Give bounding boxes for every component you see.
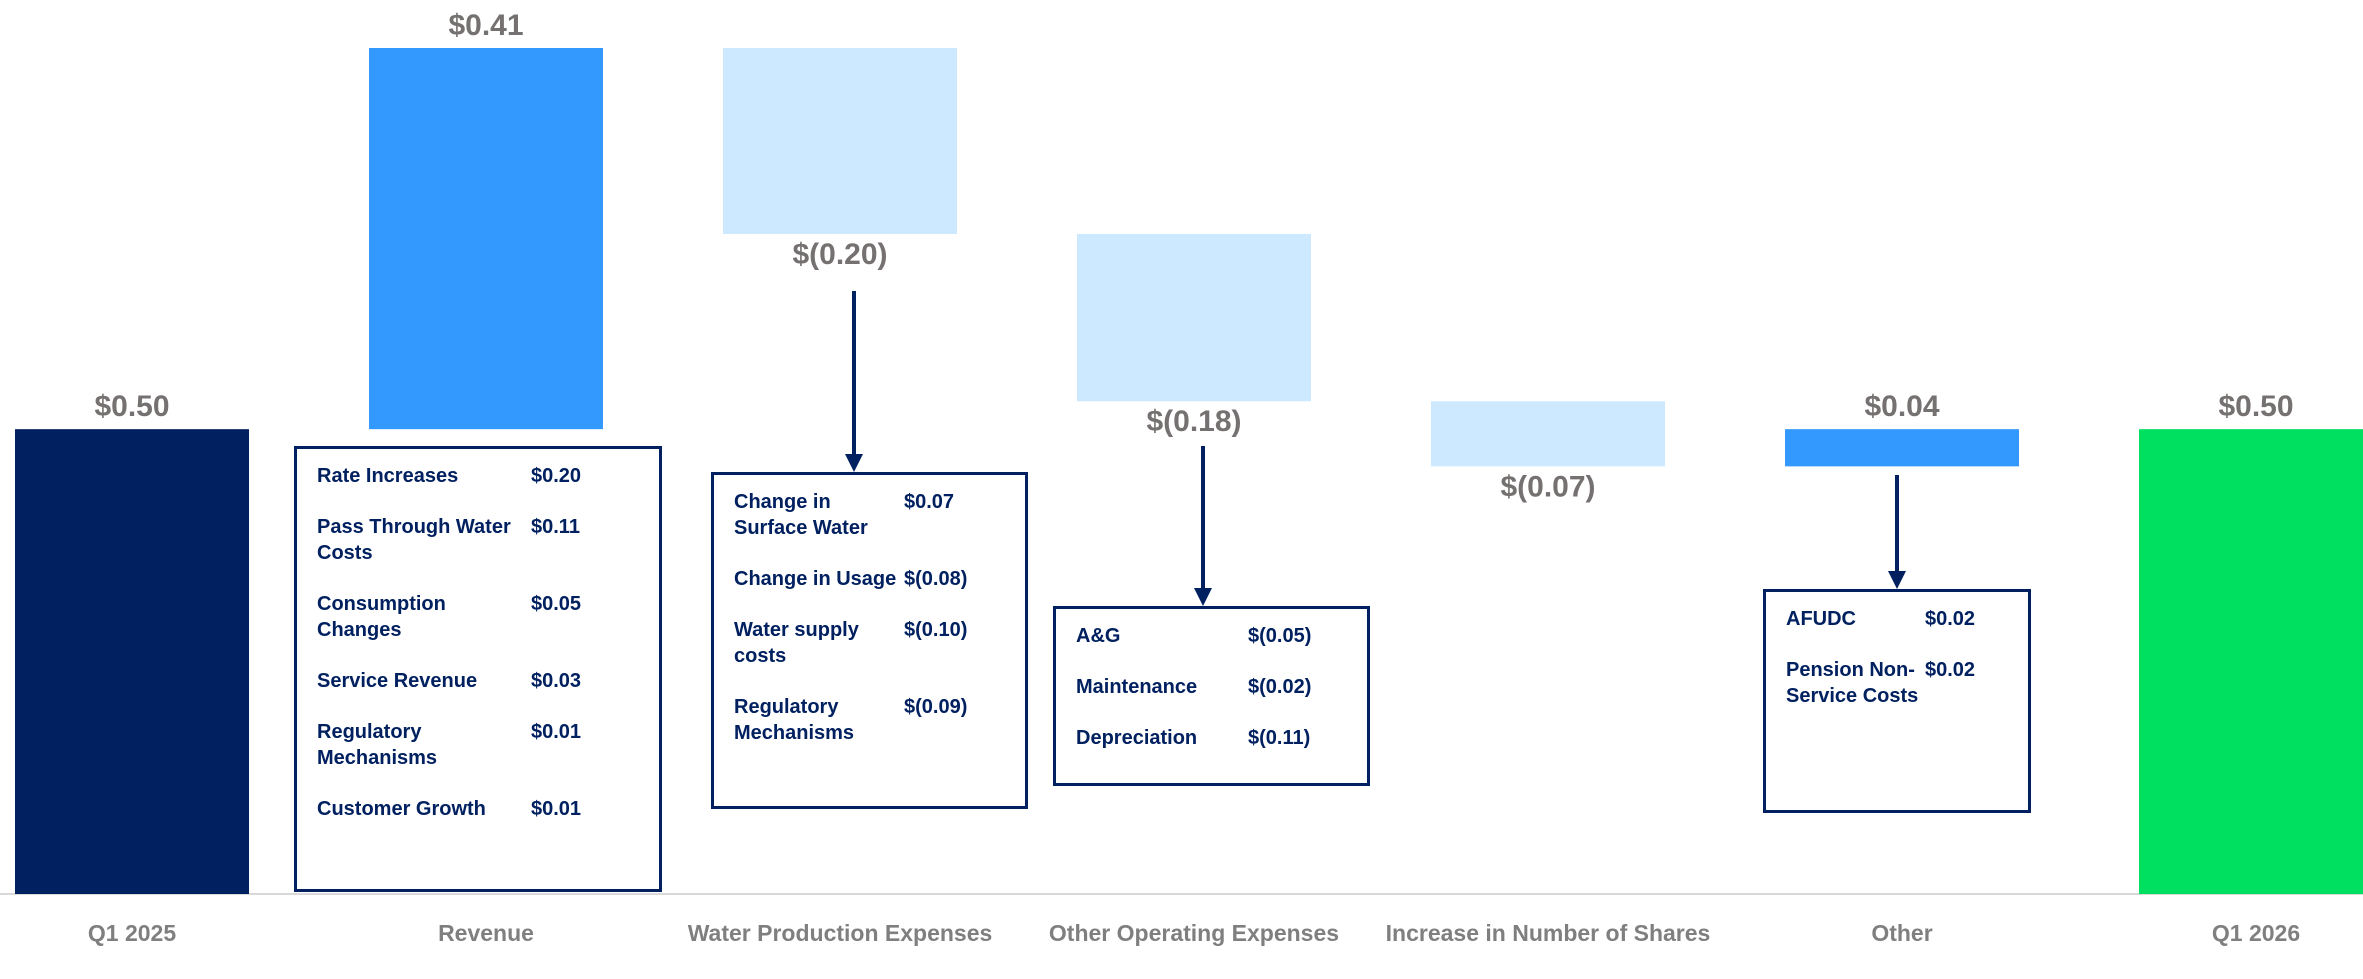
breakdown-row: Pass Through Water Costs $0.11 xyxy=(317,514,639,566)
breakdown-value: $(0.08) xyxy=(904,568,968,590)
breakdown-row: Change in Surface Water $0.07 xyxy=(734,489,1005,541)
breakdown-row: Service Revenue $0.03 xyxy=(317,668,639,694)
breakdown-value: $0.01 xyxy=(531,798,582,820)
breakdown-value: $(0.09) xyxy=(904,696,968,718)
arrow-head xyxy=(1194,588,1212,606)
value-label: $0.41 xyxy=(448,9,523,42)
breakdown-label: Regulatory Mechanisms xyxy=(734,696,855,744)
breakdown-row: Pension Non-Service Costs $0.02 xyxy=(1786,657,2008,709)
breakdown-box: A&G $(0.05) Maintenance $(0.02) Depreciation… xyxy=(1053,606,1370,786)
bar xyxy=(1785,429,2019,467)
value-label: $0.50 xyxy=(94,390,169,423)
breakdown-value: $0.07 xyxy=(904,491,955,513)
bar xyxy=(2139,429,2363,894)
breakdown-label: Pension Non-Service Costs xyxy=(1786,659,1919,707)
breakdown-row: Consumption Changes $0.05 xyxy=(317,591,639,643)
breakdown-row: Change in Usage $(0.08) xyxy=(734,566,1005,592)
breakdown-row: Depreciation $(0.11) xyxy=(1076,725,1347,751)
breakdown-label: Change in Usage xyxy=(734,568,897,590)
bar xyxy=(15,429,249,894)
x-tick-label: Other Operating Expenses xyxy=(1048,920,1340,946)
breakdown-row: Rate Increases $0.20 xyxy=(317,463,639,489)
breakdown-row: Regulatory Mechanisms $0.01 xyxy=(317,719,639,771)
breakdown-value: $(0.02) xyxy=(1248,676,1312,698)
breakdown-label: Water supply costs xyxy=(734,619,859,667)
value-label: $0.50 xyxy=(2218,390,2293,423)
x-tick-label: Revenue xyxy=(438,920,534,946)
arrow-head xyxy=(845,454,863,472)
breakdown-value: $(0.11) xyxy=(1248,727,1311,749)
breakdown-label: AFUDC xyxy=(1786,608,1856,630)
breakdown-label: A&G xyxy=(1076,625,1121,647)
arrow-head xyxy=(1888,571,1906,589)
x-tick-label: Q1 2026 xyxy=(2211,920,2301,946)
breakdown-box: AFUDC $0.02 Pension Non-Service Costs $0.02 xyxy=(1763,589,2031,813)
breakdown-label: Rate Increases xyxy=(317,465,459,487)
breakdown-label: Customer Growth xyxy=(317,798,486,820)
breakdown-label: Regulatory Mechanisms xyxy=(317,721,438,769)
bar xyxy=(1077,233,1311,402)
bar xyxy=(723,48,957,234)
value-label: $(0.07) xyxy=(1500,470,1595,503)
breakdown-label: Pass Through Water Costs xyxy=(317,516,511,564)
bar xyxy=(369,48,603,430)
breakdown-value: $(0.05) xyxy=(1248,625,1312,647)
breakdown-value: $0.02 xyxy=(1925,608,1976,630)
breakdown-label: Maintenance xyxy=(1076,676,1198,698)
breakdown-row: AFUDC $0.02 xyxy=(1786,606,2008,632)
breakdown-value: $0.20 xyxy=(531,465,582,487)
x-tick-label: Water Production Expenses xyxy=(687,920,993,946)
breakdown-row: Customer Growth $0.01 xyxy=(317,796,639,822)
x-tick-label: Increase in Number of Shares xyxy=(1385,920,1711,946)
value-label: $(0.20) xyxy=(792,238,887,271)
breakdown-label: Depreciation xyxy=(1076,727,1198,749)
breakdown-row: Regulatory Mechanisms $(0.09) xyxy=(734,694,1005,746)
breakdown-value: $0.05 xyxy=(531,593,582,615)
value-label: $0.04 xyxy=(1864,390,1939,423)
value-label: $(0.18) xyxy=(1146,405,1241,438)
breakdown-box: Change in Surface Water $0.07 Change in Us… xyxy=(711,472,1028,809)
breakdown-value: $0.03 xyxy=(531,670,582,692)
breakdown-value: $0.11 xyxy=(531,516,580,538)
breakdown-row: A&G $(0.05) xyxy=(1076,623,1347,649)
breakdown-label: Service Revenue xyxy=(317,670,478,692)
x-tick-label: Other xyxy=(1871,920,1933,946)
breakdown-value: $(0.10) xyxy=(904,619,968,641)
breakdown-label: Consumption Changes xyxy=(317,593,446,641)
breakdown-box: Rate Increases $0.20 Pass Through Water Co… xyxy=(294,446,662,892)
breakdown-value: $0.01 xyxy=(531,721,582,743)
breakdown-value: $0.02 xyxy=(1925,659,1976,681)
breakdown-label: Change in Surface Water xyxy=(734,491,868,539)
x-tick-label: Q1 2025 xyxy=(87,920,177,946)
breakdown-row: Water supply costs $(0.10) xyxy=(734,617,1005,669)
bar xyxy=(1431,401,1665,467)
breakdown-row: Maintenance $(0.02) xyxy=(1076,674,1347,700)
